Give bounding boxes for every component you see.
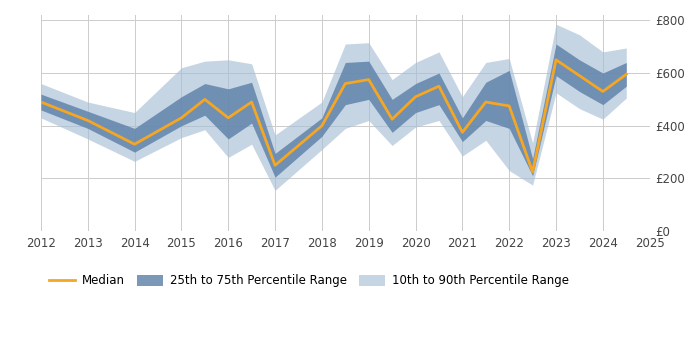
Median: [598, 89, 607, 93]
Median: [412, 94, 420, 99]
Median: [36, 100, 45, 104]
Median: [505, 104, 513, 108]
Median: [622, 72, 631, 76]
Median: [482, 100, 490, 104]
Median: [341, 82, 349, 86]
Median: [435, 84, 443, 88]
Median: [318, 124, 326, 128]
Legend: Median, 25th to 75th Percentile Range, 10th to 90th Percentile Range: Median, 25th to 75th Percentile Range, 1…: [44, 270, 573, 292]
Median: [247, 100, 256, 104]
Line: Median: Median: [41, 60, 626, 172]
Median: [388, 117, 396, 121]
Median: [365, 77, 373, 82]
Median: [83, 118, 92, 122]
Median: [575, 74, 584, 78]
Median: [130, 142, 139, 146]
Median: [201, 97, 209, 102]
Median: [528, 170, 537, 174]
Median: [552, 58, 560, 62]
Median: [271, 163, 279, 167]
Median: [458, 130, 467, 134]
Median: [177, 116, 186, 120]
Median: [224, 116, 232, 120]
